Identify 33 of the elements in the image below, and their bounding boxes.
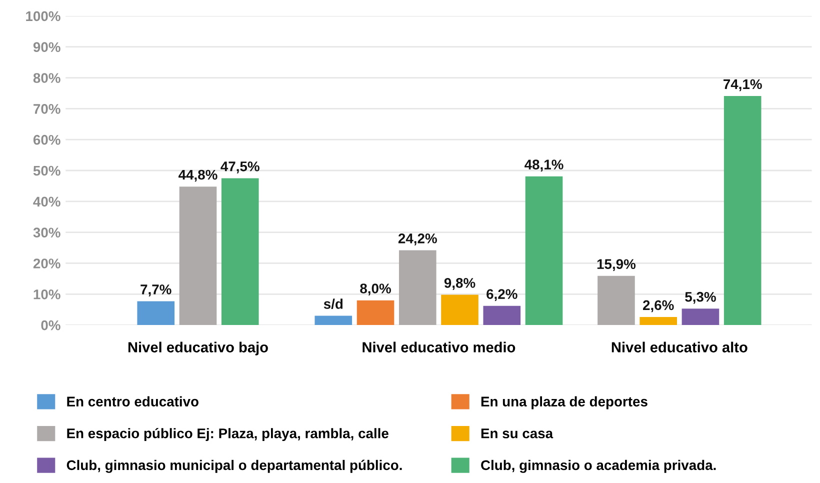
- y-tick-label: 20%: [33, 258, 60, 268]
- y-tick-label: 40%: [33, 196, 60, 207]
- y-tick-label: 70%: [34, 104, 60, 114]
- data-label: 24,2%: [398, 234, 437, 246]
- x-tick-label: Nivel educativo medio: [362, 342, 516, 352]
- data-label: 6,2%: [486, 289, 518, 301]
- data-label: 2,6%: [643, 300, 674, 312]
- data-label: 5,3%: [685, 292, 716, 304]
- y-tick-label: 10%: [34, 289, 60, 300]
- y-tick-label: 0%: [41, 320, 60, 330]
- x-tick-label: Nivel educativo alto: [612, 342, 748, 352]
- y-tick-label: 90%: [33, 42, 60, 52]
- data-label: 48,1%: [524, 160, 564, 172]
- data-label: 8,0%: [360, 284, 391, 296]
- legend-label: Club, gimnasio o academia privada.: [481, 460, 716, 473]
- data-label: 9,8%: [444, 278, 476, 290]
- y-tick-label: 80%: [33, 73, 60, 83]
- x-tick-label: Nivel educativo bajo: [128, 342, 268, 356]
- legend-label: Club, gimnasio municipal o departamental público.: [66, 460, 402, 473]
- y-tick-label: 50%: [33, 166, 60, 176]
- y-tick-label: 60%: [33, 134, 60, 145]
- legend-label: En centro educativo: [67, 396, 198, 406]
- y-tick-label: 30%: [33, 228, 60, 238]
- data-label: 44,8%: [178, 170, 218, 182]
- data-label: 74,1%: [724, 79, 762, 92]
- data-label: s/d: [324, 298, 343, 310]
- legend-label: En espacio público Ej: Plaza, playa, rambla, calle: [67, 428, 388, 442]
- legend-label: En una plaza de deportes: [481, 396, 648, 410]
- data-label: 15,9%: [597, 259, 636, 272]
- y-tick-label: 100%: [26, 11, 60, 22]
- legend-label: En su casa: [481, 428, 554, 438]
- data-label: 7,7%: [140, 284, 172, 296]
- data-label: 47,5%: [220, 162, 260, 174]
